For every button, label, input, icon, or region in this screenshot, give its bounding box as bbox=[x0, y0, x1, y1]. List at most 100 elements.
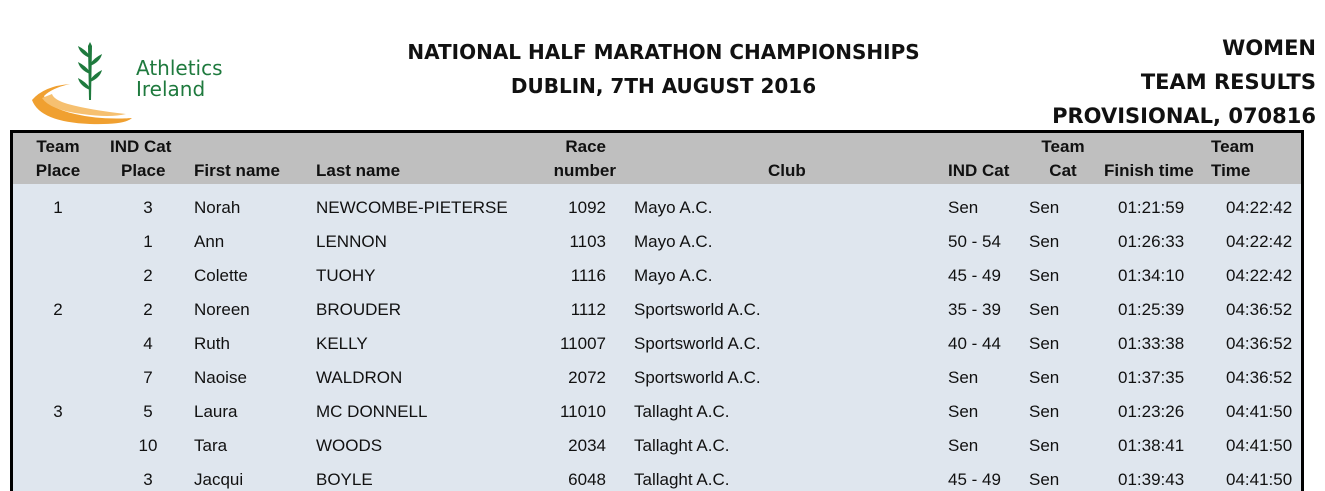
cell-team-time: 04:36:52 bbox=[1226, 368, 1293, 387]
table-row: 3 Jacqui BOYLE 6048 Tallaght A.C. 45 - 49 Sen 0… bbox=[13, 463, 1301, 491]
col-team-cat: Team Cat bbox=[1038, 135, 1088, 183]
cell-team-time: 04:41:50 bbox=[1226, 470, 1293, 489]
cell-finish-time: 01:37:35 bbox=[1118, 368, 1185, 387]
cell-ind-cat: 45 - 49 bbox=[948, 470, 1001, 489]
cell-last-name: TUOHY bbox=[316, 266, 376, 285]
cell-ind-cat: Sen bbox=[948, 402, 979, 421]
cell-first-name: Norah bbox=[194, 198, 241, 217]
cell-team-time: 04:22:42 bbox=[1226, 198, 1293, 217]
table-row: 1 Ann LENNON 1103 Mayo A.C. 50 - 54 Sen 01:26:3… bbox=[13, 225, 1301, 259]
col-race-number: Race number bbox=[546, 135, 616, 183]
cell-club: Tallaght A.C. bbox=[634, 436, 730, 455]
title-line-2: DUBLIN, 7TH AUGUST 2016 bbox=[510, 74, 817, 98]
cell-club: Tallaght A.C. bbox=[634, 402, 730, 421]
col-ind-cat-place: IND Cat Place bbox=[110, 135, 186, 183]
cell-team-time: 04:41:50 bbox=[1226, 402, 1293, 421]
cell-team-cat: Sen bbox=[1029, 402, 1060, 421]
cell-team-place: 2 bbox=[53, 300, 63, 319]
table-header: Team Place IND Cat Place First name Last… bbox=[13, 133, 1301, 184]
cell-race-number: 2072 bbox=[568, 368, 606, 387]
cell-ind-cat: 50 - 54 bbox=[948, 232, 1001, 251]
cell-ind-cat-place: 3 bbox=[143, 198, 153, 217]
cell-first-name: Ruth bbox=[194, 334, 230, 353]
cell-ind-cat: Sen bbox=[948, 436, 979, 455]
col-team-place: Team Place bbox=[33, 135, 83, 183]
cell-finish-time: 01:25:39 bbox=[1118, 300, 1185, 319]
team-results-table: Team Place IND Cat Place First name Last… bbox=[10, 130, 1304, 491]
cell-club: Sportsworld A.C. bbox=[634, 368, 761, 387]
cell-ind-cat-place: 10 bbox=[138, 436, 158, 455]
cell-team-cat: Sen bbox=[1029, 198, 1060, 217]
title-line-1: NATIONAL HALF MARATHON CHAMPIONSHIPS bbox=[407, 40, 920, 64]
col-team-time: Team Time bbox=[1211, 135, 1281, 183]
cell-team-time: 04:22:42 bbox=[1226, 232, 1293, 251]
cell-finish-time: 01:33:38 bbox=[1118, 334, 1185, 353]
cell-first-name: Jacqui bbox=[194, 470, 244, 489]
cell-finish-time: 01:23:26 bbox=[1118, 402, 1185, 421]
cell-first-name: Noreen bbox=[194, 300, 250, 319]
cell-team-place: 3 bbox=[53, 402, 63, 421]
cell-last-name: KELLY bbox=[316, 334, 368, 353]
cell-race-number: 1116 bbox=[570, 266, 606, 285]
cell-last-name: BOYLE bbox=[316, 470, 373, 489]
cell-first-name: Naoise bbox=[194, 368, 247, 387]
cell-team-cat: Sen bbox=[1029, 266, 1060, 285]
col-team-place-l1: Team bbox=[36, 137, 80, 156]
gender-label: WOMEN bbox=[1222, 36, 1316, 60]
cell-club: Mayo A.C. bbox=[634, 232, 713, 251]
cell-club: Sportsworld A.C. bbox=[634, 300, 761, 319]
logo-text-athletics: Athletics bbox=[136, 56, 223, 80]
cell-finish-time: 01:21:59 bbox=[1118, 198, 1185, 217]
cell-finish-time: 01:38:41 bbox=[1118, 436, 1185, 455]
provisional-label: PROVISIONAL, 070816 bbox=[1052, 104, 1316, 128]
results-type-label: TEAM RESULTS bbox=[1140, 70, 1316, 94]
table-row: 10 Tara WOODS 2034 Tallaght A.C. Sen Sen 01:38:… bbox=[13, 429, 1301, 463]
cell-last-name: MC DONNELL bbox=[316, 402, 428, 421]
cell-first-name: Tara bbox=[194, 436, 228, 455]
cell-first-name: Laura bbox=[194, 402, 238, 421]
cell-team-time: 04:36:52 bbox=[1226, 334, 1293, 353]
col-team-place-l2: Place bbox=[35, 161, 81, 180]
cell-team-time: 04:22:42 bbox=[1226, 266, 1293, 285]
table-row: 2 Colette TUOHY 1116 Mayo A.C. 45 - 49 Sen 01:3… bbox=[13, 259, 1301, 293]
cell-team-cat: Sen bbox=[1029, 232, 1060, 251]
cell-team-cat: Sen bbox=[1029, 368, 1060, 387]
cell-race-number: 2034 bbox=[568, 436, 606, 455]
cell-finish-time: 01:39:43 bbox=[1118, 470, 1185, 489]
cell-ind-cat: 35 - 39 bbox=[948, 300, 1001, 319]
cell-race-number: 1092 bbox=[568, 198, 606, 217]
table-row: 2 2 Noreen BROUDER 1112 Sportsworld A.C. 35 - … bbox=[13, 293, 1301, 327]
cell-club: Tallaght A.C. bbox=[634, 470, 730, 489]
cell-race-number: 11007 bbox=[559, 334, 606, 353]
cell-club: Mayo A.C. bbox=[634, 198, 713, 217]
cell-team-cat: Sen bbox=[1029, 470, 1060, 489]
cell-race-number: 6048 bbox=[568, 470, 606, 489]
cell-team-cat: Sen bbox=[1029, 334, 1060, 353]
athletics-ireland-logo: Athletics Ireland bbox=[30, 40, 223, 130]
cell-team-place: 1 bbox=[53, 198, 63, 217]
table-row: 1 3 Norah NEWCOMBE-PIETERSE 1092 Mayo A.C. Sen… bbox=[13, 191, 1301, 225]
table-row: 7 Naoise WALDRON 2072 Sportsworld A.C. Sen Sen… bbox=[13, 361, 1301, 395]
col-ind-cat: IND Cat bbox=[948, 161, 1010, 180]
results-header-right: WOMEN TEAM RESULTS PROVISIONAL, 070816 bbox=[1052, 31, 1316, 133]
col-club: Club bbox=[768, 161, 806, 180]
cell-ind-cat: Sen bbox=[948, 198, 979, 217]
col-team-time-l2: Time bbox=[1211, 161, 1251, 180]
cell-last-name: LENNON bbox=[316, 232, 387, 251]
col-finish-time: Finish time bbox=[1104, 161, 1194, 180]
cell-ind-cat-place: 1 bbox=[143, 232, 153, 251]
cell-first-name: Colette bbox=[194, 266, 248, 285]
cell-team-time: 04:41:50 bbox=[1226, 436, 1293, 455]
cell-ind-cat: Sen bbox=[948, 368, 979, 387]
cell-last-name: WOODS bbox=[316, 436, 383, 455]
cell-race-number: 11010 bbox=[559, 402, 606, 421]
col-team-cat-l2: Cat bbox=[1049, 161, 1077, 180]
cell-last-name: NEWCOMBE-PIETERSE bbox=[316, 198, 508, 217]
table-row: 4 Ruth KELLY 11007 Sportsworld A.C. 40 - 44 Se… bbox=[13, 327, 1301, 361]
cell-ind-cat: 45 - 49 bbox=[948, 266, 1001, 285]
cell-ind-cat-place: 7 bbox=[143, 368, 153, 387]
cell-ind-cat-place: 3 bbox=[143, 470, 153, 489]
cell-last-name: WALDRON bbox=[316, 368, 403, 387]
col-race-number-l1: Race bbox=[565, 137, 606, 156]
cell-finish-time: 01:26:33 bbox=[1118, 232, 1185, 251]
